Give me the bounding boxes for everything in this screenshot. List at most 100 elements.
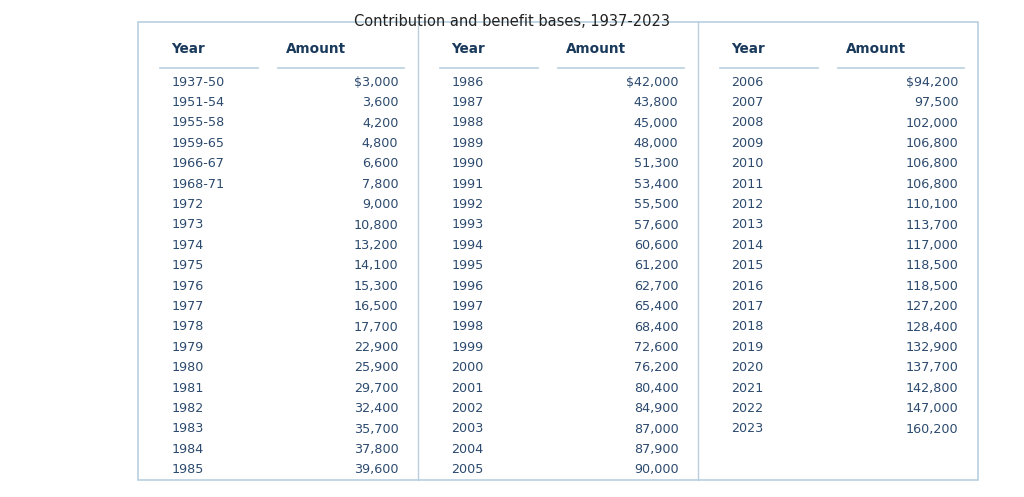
Text: Amount: Amount [287,42,346,56]
Text: 1993: 1993 [452,219,484,232]
Text: 1976: 1976 [172,280,204,293]
Text: 102,000: 102,000 [905,116,958,130]
Text: 1984: 1984 [172,443,204,456]
Text: Amount: Amount [847,42,906,56]
Text: 2002: 2002 [452,402,484,415]
Text: 2004: 2004 [452,443,484,456]
Text: 2011: 2011 [731,178,764,191]
Text: 17,700: 17,700 [353,321,398,333]
Text: 2018: 2018 [731,321,764,333]
Text: 113,700: 113,700 [905,219,958,232]
Text: 132,900: 132,900 [906,341,958,354]
Text: 4,200: 4,200 [362,116,398,130]
Text: 45,000: 45,000 [634,116,679,130]
Text: 90,000: 90,000 [634,463,679,476]
Text: 25,900: 25,900 [354,361,398,374]
Polygon shape [138,22,978,480]
Text: 55,500: 55,500 [634,198,679,211]
Text: 2012: 2012 [731,198,764,211]
Text: 61,200: 61,200 [634,259,679,272]
Text: 1995: 1995 [452,259,484,272]
Text: 6,600: 6,600 [362,157,398,170]
Text: 1968-71: 1968-71 [172,178,224,191]
Text: Year: Year [452,42,485,56]
Text: 1980: 1980 [172,361,204,374]
Text: Contribution and benefit bases, 1937-2023: Contribution and benefit bases, 1937-202… [354,14,670,29]
Text: 1973: 1973 [172,219,204,232]
Text: 1975: 1975 [172,259,204,272]
Text: 2009: 2009 [731,137,764,150]
Text: 1992: 1992 [452,198,483,211]
Text: 2005: 2005 [452,463,484,476]
Text: 1990: 1990 [452,157,484,170]
Text: 147,000: 147,000 [905,402,958,415]
Text: 48,000: 48,000 [634,137,679,150]
Text: 1974: 1974 [172,239,204,252]
Text: 106,800: 106,800 [905,157,958,170]
Text: 2022: 2022 [731,402,764,415]
Text: 1989: 1989 [452,137,484,150]
Text: 43,800: 43,800 [634,96,679,109]
Text: 2000: 2000 [452,361,484,374]
Text: 35,700: 35,700 [353,422,398,435]
Text: 51,300: 51,300 [634,157,679,170]
Text: 137,700: 137,700 [905,361,958,374]
Text: Year: Year [731,42,765,56]
Text: 2010: 2010 [731,157,764,170]
Text: 84,900: 84,900 [634,402,679,415]
Text: 110,100: 110,100 [905,198,958,211]
Text: 1985: 1985 [172,463,204,476]
Text: 2014: 2014 [731,239,764,252]
Text: 72,600: 72,600 [634,341,679,354]
Text: 2017: 2017 [731,300,764,313]
Text: 1998: 1998 [452,321,484,333]
Text: 29,700: 29,700 [354,382,398,395]
Text: 9,000: 9,000 [361,198,398,211]
Text: 160,200: 160,200 [906,422,958,435]
Text: 2013: 2013 [731,219,764,232]
Text: 1996: 1996 [452,280,483,293]
Text: 62,700: 62,700 [634,280,679,293]
Text: $94,200: $94,200 [906,76,958,88]
Text: 16,500: 16,500 [353,300,398,313]
Text: 1999: 1999 [452,341,483,354]
Text: 1978: 1978 [172,321,204,333]
Text: 37,800: 37,800 [353,443,398,456]
Text: 1982: 1982 [172,402,204,415]
Text: 87,900: 87,900 [634,443,679,456]
Text: 106,800: 106,800 [905,178,958,191]
Text: 2016: 2016 [731,280,764,293]
Text: 2001: 2001 [452,382,484,395]
Text: Amount: Amount [566,42,627,56]
Text: 1959-65: 1959-65 [172,137,224,150]
Text: 1987: 1987 [452,96,484,109]
Text: 76,200: 76,200 [634,361,679,374]
Text: 128,400: 128,400 [906,321,958,333]
Text: 1981: 1981 [172,382,204,395]
Text: 2020: 2020 [731,361,764,374]
Text: 1994: 1994 [452,239,483,252]
Text: 65,400: 65,400 [634,300,679,313]
Text: 80,400: 80,400 [634,382,679,395]
Text: 87,000: 87,000 [634,422,679,435]
Text: 68,400: 68,400 [634,321,679,333]
Text: 1937-50: 1937-50 [172,76,225,88]
Text: 2003: 2003 [452,422,484,435]
Text: 7,800: 7,800 [361,178,398,191]
Text: 1951-54: 1951-54 [172,96,224,109]
Text: 2023: 2023 [731,422,764,435]
Text: 3,600: 3,600 [361,96,398,109]
Text: 4,800: 4,800 [361,137,398,150]
Text: 2021: 2021 [731,382,764,395]
Text: 1983: 1983 [172,422,204,435]
Text: 106,800: 106,800 [905,137,958,150]
Text: 60,600: 60,600 [634,239,679,252]
Text: 32,400: 32,400 [354,402,398,415]
Text: 1988: 1988 [452,116,484,130]
Text: $42,000: $42,000 [626,76,679,88]
Text: 10,800: 10,800 [353,219,398,232]
Text: 1955-58: 1955-58 [172,116,225,130]
Text: 1966-67: 1966-67 [172,157,224,170]
Text: 1991: 1991 [452,178,484,191]
Text: Year: Year [172,42,206,56]
